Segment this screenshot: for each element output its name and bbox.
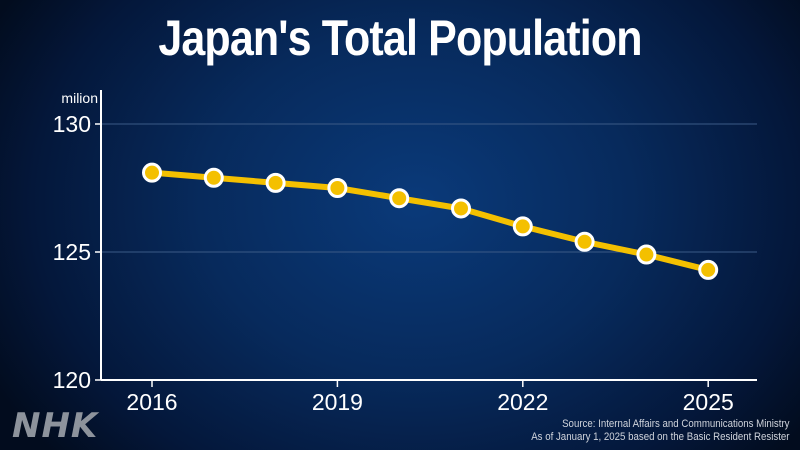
x-tick-label: 2019 (312, 389, 363, 415)
y-tick-label: 130 (53, 111, 91, 137)
data-point (574, 231, 595, 252)
data-series (142, 162, 719, 280)
source-line-1: Source: Internal Affairs and Communicati… (562, 418, 790, 430)
y-axis-unit: milion (61, 90, 98, 106)
y-tick-label: 120 (53, 367, 91, 393)
axes (100, 90, 757, 381)
axis-ticks: 120 125 130 milion 2016 2019 2022 2025 (53, 90, 734, 415)
x-tick-label: 2022 (497, 389, 548, 415)
population-line (149, 169, 712, 273)
data-point (698, 259, 719, 280)
data-point (327, 178, 348, 198)
source-note: Source: Internal Affairs and Communicati… (532, 418, 790, 444)
gridlines (101, 123, 757, 253)
data-point (451, 198, 471, 219)
x-tick-label: 2016 (126, 389, 177, 415)
y-tick-label: 125 (53, 239, 91, 265)
data-point (512, 216, 533, 237)
chart-title: Japan's Total Population (158, 10, 642, 66)
data-point (142, 162, 162, 183)
source-line-2: As of January 1, 2025 based on the Basic… (531, 431, 790, 443)
data-point (265, 172, 286, 193)
nhk-logo: NHK (12, 406, 99, 446)
x-tick-label: 2025 (683, 389, 734, 415)
data-point (636, 244, 657, 265)
data-point (389, 188, 410, 209)
data-point (203, 167, 224, 188)
